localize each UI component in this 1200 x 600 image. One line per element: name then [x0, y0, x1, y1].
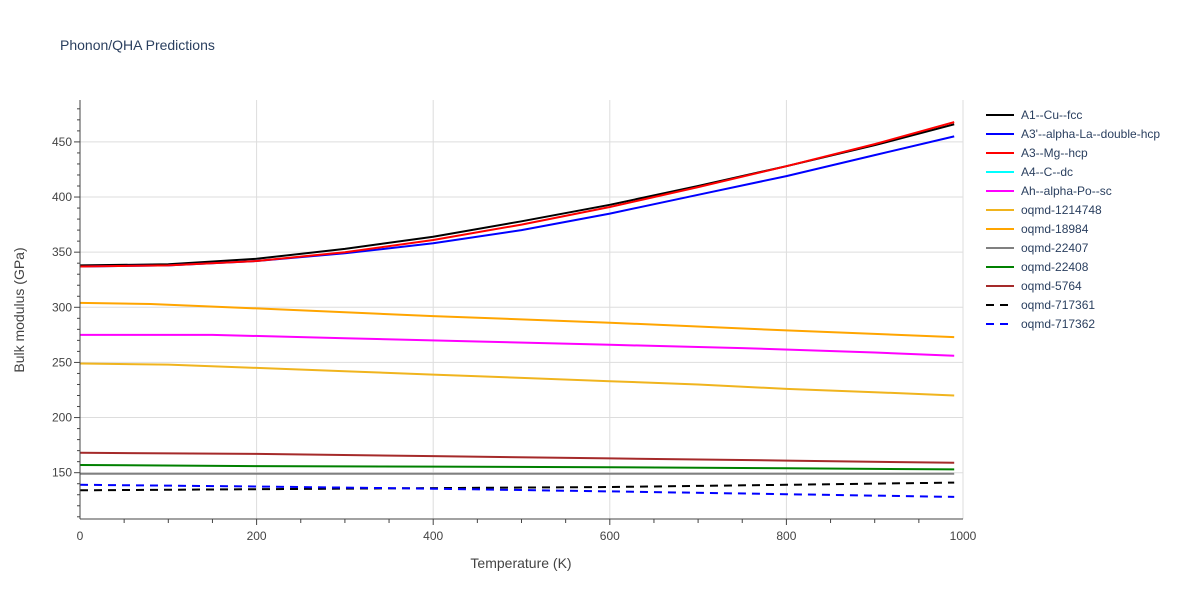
y-tick-label: 400 — [52, 190, 72, 204]
legend-label: oqmd-22408 — [1021, 260, 1089, 274]
legend-label: oqmd-1214748 — [1021, 203, 1102, 217]
series-layer — [79, 121, 955, 498]
series-line — [79, 362, 955, 397]
y-tick-label: 300 — [52, 300, 72, 314]
x-tick-label: 600 — [600, 529, 620, 543]
legend-label: oqmd-22407 — [1021, 241, 1089, 255]
y-axis-label: Bulk modulus (GPa) — [11, 247, 27, 372]
series-line — [79, 301, 955, 339]
legend-label: A3'--alpha-La--double-hcp — [1021, 127, 1160, 141]
series-line — [79, 135, 955, 268]
legend-label: oqmd-5764 — [1021, 279, 1082, 293]
series-line — [79, 464, 955, 471]
series-line — [79, 483, 955, 498]
legend-label: Ah--alpha-Po--sc — [1021, 184, 1112, 198]
series-line — [79, 481, 955, 492]
chart-title: Phonon/QHA Predictions — [60, 37, 215, 53]
legend-label: A3--Mg--hcp — [1021, 146, 1088, 160]
legend-label: A4--C--dc — [1021, 165, 1073, 179]
x-axis-label: Temperature (K) — [470, 555, 571, 571]
legend-label: oqmd-717361 — [1021, 298, 1095, 312]
x-tick-label: 1000 — [950, 529, 977, 543]
y-tick-label: 150 — [52, 466, 72, 480]
series-line — [79, 451, 955, 464]
series-line — [79, 121, 955, 268]
x-tick-label: 400 — [423, 529, 443, 543]
y-tick-label: 350 — [52, 245, 72, 259]
x-tick-label: 200 — [247, 529, 267, 543]
legend-label: oqmd-717362 — [1021, 317, 1095, 331]
series-line — [79, 123, 955, 267]
axes — [74, 100, 963, 525]
x-tick-label: 0 — [77, 529, 84, 543]
legend: A1--Cu--fcc A3'--alpha-La--double-hcp A3--… — [986, 108, 1160, 331]
y-tick-label: 250 — [52, 355, 72, 369]
legend-label: oqmd-18984 — [1021, 222, 1089, 236]
y-tick-label: 450 — [52, 135, 72, 149]
x-tick-label: 800 — [776, 529, 796, 543]
tick-labels: 0 200 400 600 800 1000 150 200 250 300 350 400 450 — [52, 135, 977, 543]
grid — [80, 100, 964, 519]
y-tick-label: 200 — [52, 411, 72, 425]
legend-label: A1--Cu--fcc — [1021, 108, 1082, 122]
series-line — [80, 333, 955, 357]
